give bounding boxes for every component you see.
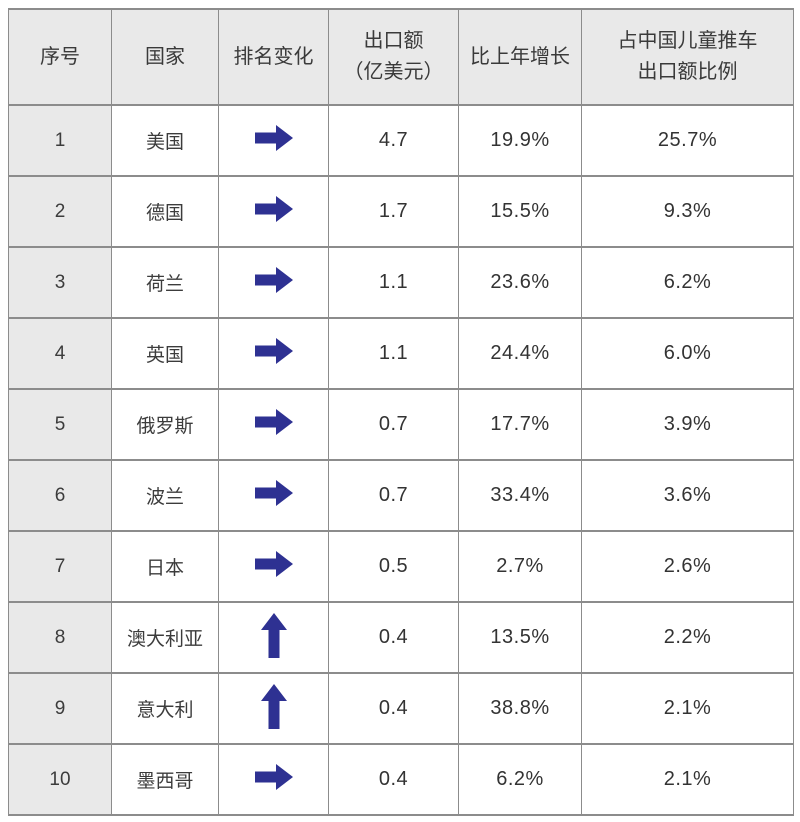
cell-export-value: 0.7: [328, 388, 459, 461]
table-row: 6 波兰 0.7 33.4% 3.6%: [8, 459, 794, 532]
cell-rank: 8: [8, 601, 112, 674]
cell-country: 俄罗斯: [111, 388, 219, 461]
cell-rank-change: [218, 104, 329, 177]
cell-share: 2.1%: [581, 672, 794, 745]
cell-rank: 5: [8, 388, 112, 461]
col-header-export-line1: 出口额: [363, 30, 424, 52]
cell-country: 意大利: [111, 672, 219, 745]
cell-export-value: 1.7: [328, 175, 459, 248]
cell-export-value: 0.4: [328, 672, 459, 745]
cell-export-value: 0.4: [328, 743, 459, 816]
cell-rank-change: [218, 317, 329, 390]
cell-rank: 4: [8, 317, 112, 390]
cell-rank: 7: [8, 530, 112, 603]
cell-growth: 6.2%: [458, 743, 582, 816]
right-arrow-icon: [254, 267, 293, 293]
cell-growth: 33.4%: [458, 459, 582, 532]
cell-growth: 19.9%: [458, 104, 582, 177]
right-arrow-icon: [254, 764, 293, 790]
table-row: 1 美国 4.7 19.9% 25.7%: [8, 104, 794, 177]
cell-country: 日本: [111, 530, 219, 603]
cell-growth: 24.4%: [458, 317, 582, 390]
cell-rank-change: [218, 743, 329, 816]
cell-share: 2.2%: [581, 601, 794, 674]
col-header-growth: 比上年增长: [458, 8, 582, 106]
header-row: 序号 国家 排名变化 出口额 （亿美元） 比上年增长 占中国儿童推车 出口额比例: [8, 8, 794, 106]
cell-share: 6.0%: [581, 317, 794, 390]
cell-share: 25.7%: [581, 104, 794, 177]
cell-rank: 2: [8, 175, 112, 248]
up-arrow-icon: [260, 683, 287, 729]
cell-growth: 38.8%: [458, 672, 582, 745]
cell-country: 波兰: [111, 459, 219, 532]
cell-rank: 6: [8, 459, 112, 532]
table-row: 8 澳大利亚 0.4 13.5% 2.2%: [8, 601, 794, 674]
cell-rank-change: [218, 530, 329, 603]
table-row: 5 俄罗斯 0.7 17.7% 3.9%: [8, 388, 794, 461]
cell-export-value: 0.4: [328, 601, 459, 674]
cell-export-value: 1.1: [328, 317, 459, 390]
col-header-share-line1: 占中国儿童推车: [617, 30, 758, 52]
cell-share: 2.6%: [581, 530, 794, 603]
table-row: 9 意大利 0.4 38.8% 2.1%: [8, 672, 794, 745]
cell-country: 美国: [111, 104, 219, 177]
cell-share: 3.6%: [581, 459, 794, 532]
right-arrow-icon: [254, 196, 293, 222]
cell-export-value: 1.1: [328, 246, 459, 319]
table-row: 2 德国 1.7 15.5% 9.3%: [8, 175, 794, 248]
col-header-share-line2: 出口额比例: [637, 61, 738, 83]
cell-growth: 23.6%: [458, 246, 582, 319]
cell-country: 英国: [111, 317, 219, 390]
cell-country: 德国: [111, 175, 219, 248]
cell-rank-change: [218, 601, 329, 674]
cell-growth: 17.7%: [458, 388, 582, 461]
cell-rank-change: [218, 388, 329, 461]
right-arrow-icon: [254, 551, 293, 577]
cell-share: 2.1%: [581, 743, 794, 816]
col-header-no: 序号: [8, 8, 112, 106]
cell-rank: 3: [8, 246, 112, 319]
cell-rank-change: [218, 175, 329, 248]
col-header-share: 占中国儿童推车 出口额比例: [581, 8, 794, 106]
cell-growth: 15.5%: [458, 175, 582, 248]
cell-country: 荷兰: [111, 246, 219, 319]
up-arrow-icon: [260, 612, 287, 658]
col-header-rank-change: 排名变化: [218, 8, 329, 106]
cell-rank: 9: [8, 672, 112, 745]
table-row: 10 墨西哥 0.4 6.2% 2.1%: [8, 743, 794, 816]
cell-rank-change: [218, 246, 329, 319]
right-arrow-icon: [254, 338, 293, 364]
cell-growth: 2.7%: [458, 530, 582, 603]
cell-country: 墨西哥: [111, 743, 219, 816]
cell-share: 9.3%: [581, 175, 794, 248]
cell-country: 澳大利亚: [111, 601, 219, 674]
col-header-country: 国家: [111, 8, 219, 106]
cell-share: 6.2%: [581, 246, 794, 319]
cell-export-value: 4.7: [328, 104, 459, 177]
cell-rank-change: [218, 672, 329, 745]
cell-growth: 13.5%: [458, 601, 582, 674]
cell-export-value: 0.7: [328, 459, 459, 532]
right-arrow-icon: [254, 480, 293, 506]
table-row: 7 日本 0.5 2.7% 2.6%: [8, 530, 794, 603]
table-row: 3 荷兰 1.1 23.6% 6.2%: [8, 246, 794, 319]
right-arrow-icon: [254, 409, 293, 435]
cell-rank: 1: [8, 104, 112, 177]
table-row: 4 英国 1.1 24.4% 6.0%: [8, 317, 794, 390]
cell-share: 3.9%: [581, 388, 794, 461]
cell-rank: 10: [8, 743, 112, 816]
cell-export-value: 0.5: [328, 530, 459, 603]
col-header-export-value: 出口额 （亿美元）: [328, 8, 459, 106]
col-header-export-line2: （亿美元）: [343, 61, 444, 83]
right-arrow-icon: [254, 125, 293, 151]
china-stroller-export-table: 序号 国家 排名变化 出口额 （亿美元） 比上年增长 占中国儿童推车 出口额比例…: [8, 8, 794, 816]
cell-rank-change: [218, 459, 329, 532]
